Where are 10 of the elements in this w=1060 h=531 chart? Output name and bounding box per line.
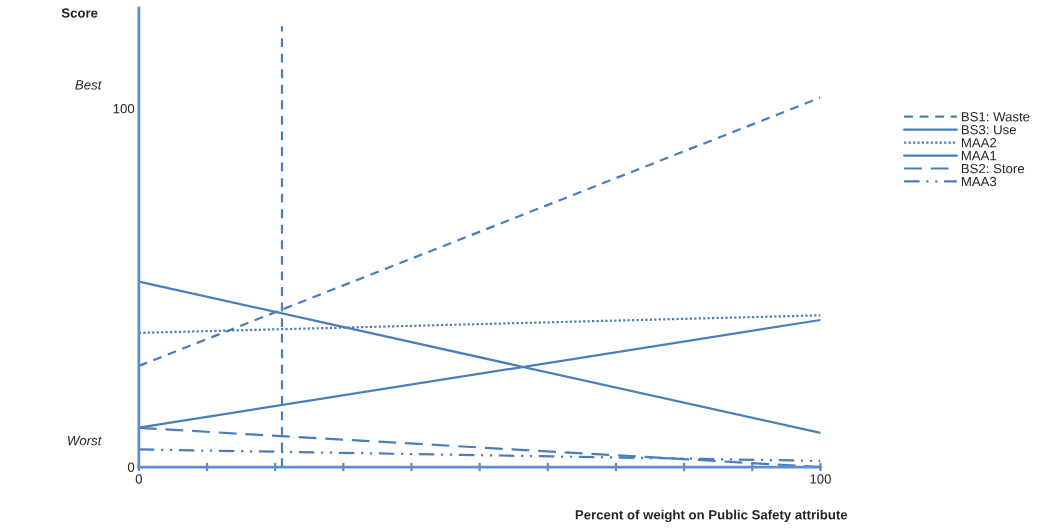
text: Worst [68, 436, 102, 446]
y-axis-title: Score [61, 8, 98, 18]
legend-label: MAA3 [961, 176, 997, 187]
legend-label: BS1: Waste [961, 112, 1030, 122]
legend-label: MAA1 [961, 151, 997, 161]
x-axis-title: Percent of weight on Public Safety attribute [575, 509, 848, 523]
text: Best [75, 80, 102, 90]
legend-label: BS3: Use [961, 125, 1016, 135]
legend-label: MAA2 [961, 137, 997, 148]
legend-label: BS2: Store [961, 163, 1025, 174]
